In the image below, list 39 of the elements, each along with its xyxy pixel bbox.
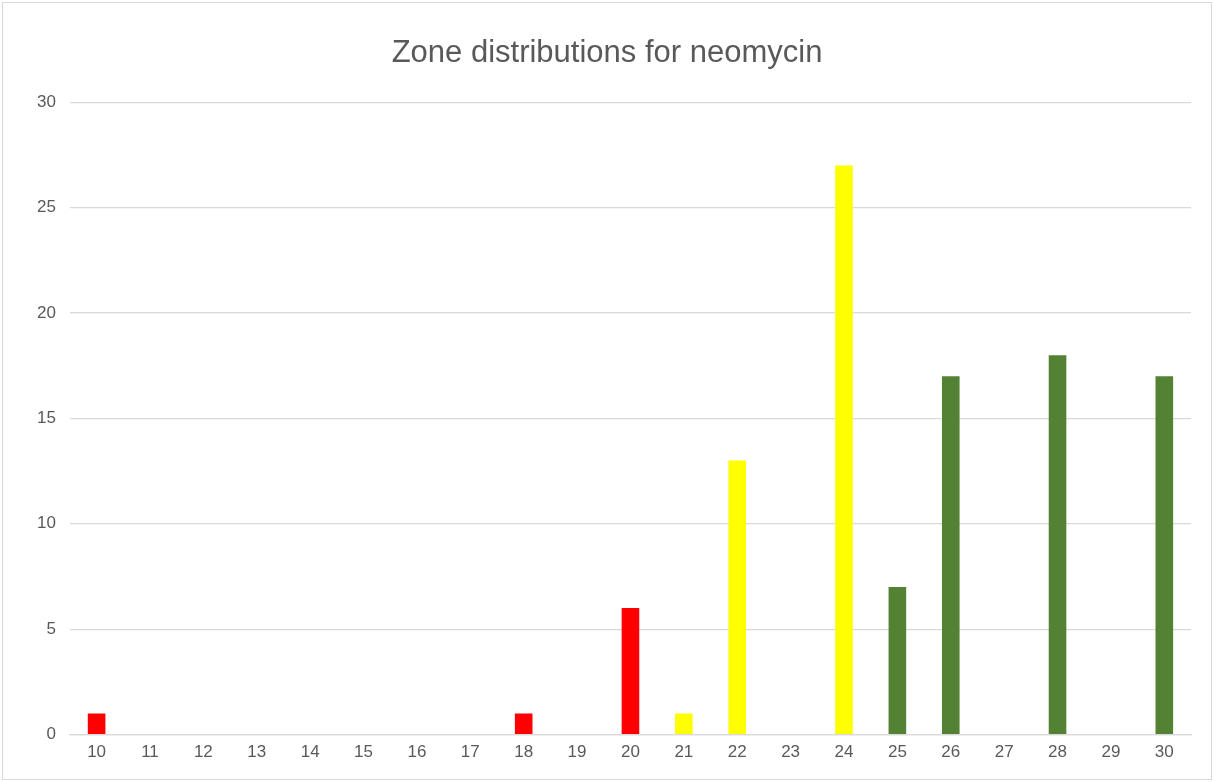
x-tick-label: 17 [460, 742, 480, 762]
y-tick-label: 10 [36, 513, 56, 533]
y-tick-label: 30 [36, 91, 56, 111]
x-tick-label: 22 [727, 742, 747, 762]
y-tick-label: 5 [46, 618, 56, 638]
y-tick-label: 0 [46, 724, 56, 744]
x-tick-label: 21 [674, 742, 694, 762]
y-tick-label: 20 [36, 302, 56, 322]
bar [514, 713, 533, 734]
chart-title: Zone distributions for neomycin [391, 34, 823, 70]
bar [675, 713, 693, 734]
x-tick-label: 14 [300, 742, 320, 762]
bar [835, 165, 853, 734]
x-tick-label: 25 [887, 742, 907, 762]
x-tick-label: 13 [247, 742, 267, 762]
x-tick-label: 23 [781, 742, 801, 762]
x-tick-label: 20 [620, 742, 640, 762]
bar [621, 608, 640, 734]
x-tick-label: 11 [141, 742, 159, 762]
x-tick-label: 30 [1154, 742, 1174, 762]
y-tick-label: 15 [36, 408, 56, 428]
bar [888, 587, 907, 734]
x-tick-label: 26 [941, 742, 961, 762]
x-tick-label: 10 [87, 742, 107, 762]
bar [87, 713, 106, 734]
x-tick-label: 16 [407, 742, 427, 762]
x-tick-label: 15 [354, 742, 373, 762]
y-tick-label: 25 [36, 197, 56, 217]
x-tick-label: 28 [1048, 742, 1067, 762]
x-tick-label: 12 [193, 742, 213, 762]
x-tick-label: 19 [567, 742, 587, 762]
bar [1155, 376, 1174, 734]
x-tick-label: 27 [994, 742, 1014, 762]
x-tick-label: 24 [834, 742, 854, 762]
bar [728, 460, 747, 734]
bar [941, 376, 960, 734]
x-tick-label: 29 [1101, 742, 1121, 762]
bar [1048, 355, 1067, 734]
x-tick-label: 18 [514, 742, 534, 762]
